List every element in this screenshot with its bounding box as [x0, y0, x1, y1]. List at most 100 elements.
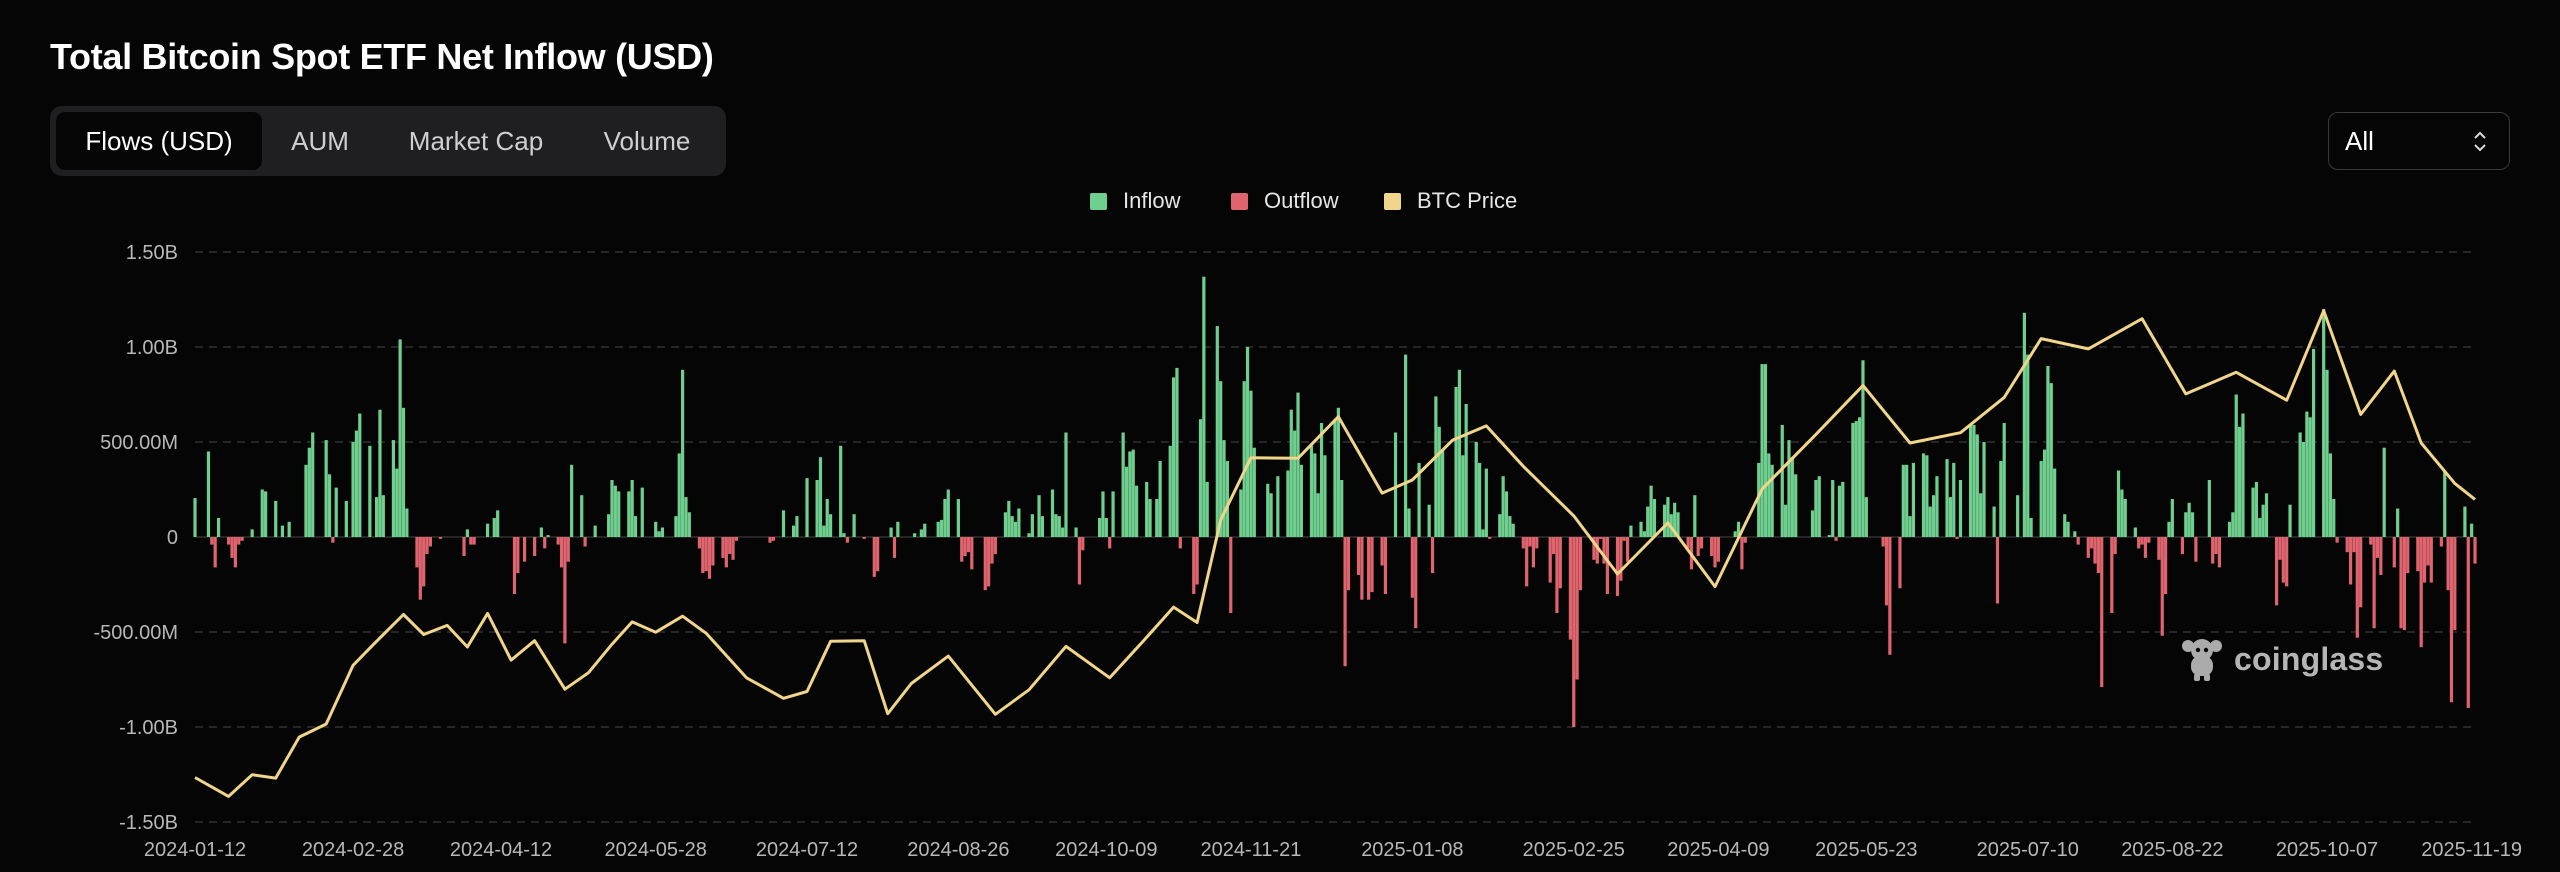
- inflow-bar: [815, 480, 819, 537]
- outflow-bar: [1686, 537, 1690, 549]
- outflow-bar: [728, 537, 732, 555]
- inflow-bar: [640, 487, 644, 537]
- outflow-bar: [2355, 537, 2359, 638]
- outflow-bar: [213, 537, 217, 568]
- outflow-bar: [987, 537, 991, 587]
- tab-market-cap[interactable]: Market Cap: [408, 125, 544, 156]
- inflow-bar: [1864, 497, 1868, 537]
- outflow-bar: [1716, 537, 1720, 562]
- inflow-bar: [2123, 499, 2127, 537]
- outflow-bar: [1343, 537, 1347, 667]
- inflow-bar: [2234, 394, 2238, 537]
- outflow-bar: [2419, 537, 2423, 648]
- x-tick-label: 2025-01-08: [1361, 839, 1463, 861]
- inflow-bar: [1666, 497, 1670, 537]
- x-tick-label: 2024-02-28: [302, 839, 404, 861]
- outflow-bar: [2439, 537, 2443, 547]
- outflow-bar: [2090, 537, 2094, 549]
- time-range-select[interactable]: All: [2328, 112, 2510, 170]
- outflow-bar: [556, 537, 560, 545]
- y-tick-label: 1.00B: [126, 337, 178, 359]
- outflow-bar: [734, 537, 739, 541]
- outflow-bar: [2214, 537, 2218, 555]
- inflow-bar: [1814, 480, 1818, 537]
- inflow-bar: [2046, 366, 2050, 537]
- tab-aum[interactable]: AUM: [291, 125, 349, 156]
- outflow-bar: [963, 537, 967, 556]
- outflow-bar: [701, 537, 705, 574]
- outflow-bar: [2211, 537, 2215, 564]
- outflow-bar: [2466, 537, 2470, 708]
- legend-swatch: [1231, 193, 1248, 210]
- outflow-bar: [1602, 537, 1606, 564]
- outflow-bar: [331, 537, 335, 543]
- outflow-bar: [2345, 537, 2349, 553]
- outflow-bar: [2278, 537, 2282, 560]
- inflow-bar: [2443, 470, 2447, 537]
- inflow-bar: [2311, 348, 2316, 537]
- inflow-bar: [1676, 512, 1680, 537]
- inflow-bar: [2187, 502, 2191, 537]
- tab-volume[interactable]: Volume: [603, 125, 691, 156]
- legend-label: Outflow: [1264, 188, 1339, 213]
- inflow-bar: [1646, 506, 1650, 537]
- x-tick-label: 2024-04-12: [450, 839, 552, 861]
- outflow-bar: [512, 537, 517, 594]
- inflow-bar: [1276, 476, 1280, 537]
- outflow-bar: [1229, 537, 1233, 613]
- inflow-bar: [2325, 369, 2329, 537]
- outflow-bar: [1370, 537, 1374, 593]
- outflow-bar: [2422, 537, 2427, 583]
- inflow-bar: [1027, 533, 1031, 537]
- inflow-bar: [839, 445, 843, 537]
- outflow-bar: [566, 537, 570, 562]
- outflow-bar: [1622, 537, 1626, 541]
- inflow-bar: [2116, 470, 2121, 537]
- inflow-bar: [2470, 523, 2474, 537]
- inflow-bar: [2301, 442, 2306, 537]
- inflow-bar: [307, 447, 311, 537]
- inflow-bar: [919, 529, 923, 537]
- outflow-bar: [1881, 537, 1885, 547]
- inflow-bar: [2328, 453, 2332, 537]
- inflow-bar: [2231, 512, 2235, 537]
- outflow-bar: [227, 537, 231, 545]
- btc-price-line: [194, 309, 2476, 798]
- outflow-bar: [2399, 537, 2403, 629]
- outflow-bar: [2140, 537, 2144, 545]
- outflow-bar: [1108, 537, 1112, 549]
- inflow-bar: [2170, 499, 2174, 537]
- tab-flows[interactable]: Flows (USD): [56, 112, 262, 170]
- inflow-bar: [1393, 432, 1398, 537]
- inflow-bar: [2322, 309, 2326, 537]
- x-tick-label: 2025-08-22: [2121, 839, 2223, 861]
- inflow-bar: [1474, 442, 1478, 537]
- x-tick-label: 2025-11-19: [2421, 839, 2522, 861]
- inflow-bar: [1851, 423, 1855, 537]
- inflow-bar: [896, 521, 900, 537]
- inflow-bar: [1252, 447, 1256, 537]
- inflow-bar: [1427, 504, 1431, 537]
- outflow-bar: [1383, 537, 1388, 594]
- inflow-bar: [805, 478, 809, 537]
- outflow-bar: [422, 537, 426, 587]
- outflow-bar: [1599, 537, 1603, 539]
- outflow-bar: [2402, 537, 2406, 631]
- inflow-bar: [304, 464, 308, 537]
- inflow-bar: [1841, 481, 1845, 537]
- outflow-bar: [1578, 537, 1583, 591]
- inflow-bar: [2305, 411, 2309, 537]
- inflow-bar: [2133, 527, 2137, 537]
- inflow-bar: [1242, 381, 1246, 537]
- inflow-bar: [687, 512, 691, 537]
- inflow-bar: [1121, 432, 1125, 537]
- inflow-bar: [674, 516, 678, 537]
- inflow-bar: [1249, 390, 1253, 537]
- inflow-bar: [1309, 445, 1314, 537]
- inflow-bar: [465, 529, 469, 537]
- inflow-bar: [795, 516, 799, 537]
- inflow-bar: [2042, 449, 2047, 537]
- inflow-bar: [324, 440, 328, 537]
- outflow-bar: [960, 537, 964, 562]
